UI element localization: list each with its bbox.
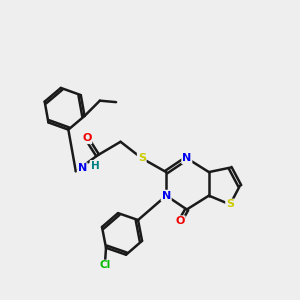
Text: Cl: Cl — [99, 260, 110, 271]
Text: H: H — [91, 161, 99, 171]
Text: S: S — [226, 200, 234, 209]
Text: O: O — [175, 216, 185, 226]
Text: N: N — [182, 153, 191, 163]
Text: S: S — [138, 153, 146, 163]
Text: N: N — [78, 163, 87, 173]
Text: O: O — [82, 133, 92, 143]
Text: N: N — [162, 190, 171, 201]
